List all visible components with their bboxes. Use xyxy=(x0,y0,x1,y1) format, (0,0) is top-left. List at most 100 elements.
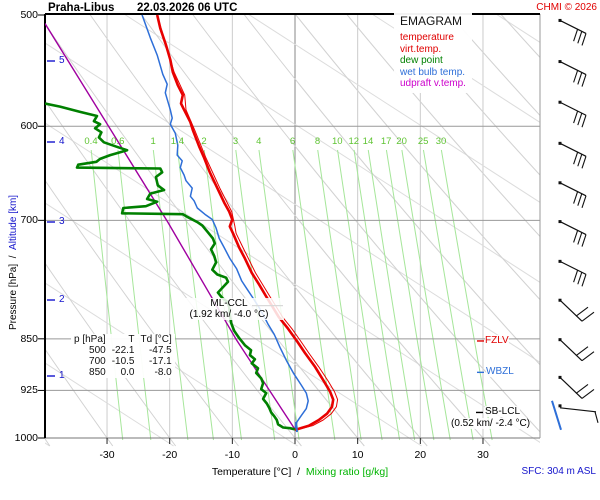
mixing-ratio-label: 6 xyxy=(289,136,296,147)
wind-barb-feathers xyxy=(558,100,587,128)
table-header: Td [°C] xyxy=(140,334,172,345)
barb-shaft xyxy=(559,142,587,157)
table-header: T xyxy=(128,334,135,345)
mixing-ratio-label: 8 xyxy=(314,136,321,147)
wind-barb-chevron xyxy=(558,298,595,322)
barb-feather xyxy=(573,70,579,83)
mixing-ratio-line xyxy=(235,149,276,441)
mixing-ratio-line xyxy=(401,149,451,441)
pressure-tick-label: 925 xyxy=(20,384,38,397)
barb-feather xyxy=(573,110,579,124)
barb-shaft xyxy=(559,182,587,197)
barb-shaft xyxy=(559,376,583,399)
temperature-tick-label: -10 xyxy=(224,449,240,461)
dry-adiabat-line xyxy=(45,262,177,447)
fzlv-label: FZLV xyxy=(485,335,509,346)
virt-temp-curve xyxy=(156,14,339,431)
temperature-tick-label: -30 xyxy=(99,449,115,461)
table-cell: 700 xyxy=(89,356,106,367)
mixing-ratio-line xyxy=(422,149,474,441)
barb-feather xyxy=(573,191,579,204)
mixing-ratio-label: 1.4 xyxy=(170,136,184,147)
mixing-ratio-line xyxy=(203,149,242,441)
barb-feather xyxy=(581,234,587,247)
mixing-ratio-line xyxy=(177,149,214,441)
barb-feather xyxy=(577,272,583,285)
surface-marker xyxy=(295,421,298,433)
barb-shaft xyxy=(559,299,583,322)
legend-title: EMAGRAM xyxy=(400,14,463,28)
barb-shaft xyxy=(559,221,587,236)
table-header: p [hPa] xyxy=(74,334,106,345)
pressure-tick-label: 600 xyxy=(20,120,38,133)
barb-feather xyxy=(577,154,583,167)
barb-feather xyxy=(575,306,589,317)
sblcl-value: (0.52 km/ -2.4 °C) xyxy=(451,418,531,429)
sblcl-label: SB-LCL xyxy=(485,406,521,417)
legend-item-dew-point: dew point xyxy=(400,55,443,66)
mixing-ratio-line xyxy=(367,149,416,441)
temperature-curve xyxy=(155,14,335,432)
mixing-ratio-label: 0.4 xyxy=(84,136,98,147)
barb-feather xyxy=(581,274,587,287)
mixing-ratio-line xyxy=(90,149,124,441)
barb-shaft xyxy=(559,339,583,362)
barb-shaft xyxy=(559,61,587,76)
adiabat-shallow-line xyxy=(123,14,540,283)
table-cell: 500 xyxy=(89,345,106,356)
mixing-ratio-line xyxy=(258,149,300,441)
dry-adiabat-line xyxy=(45,23,365,447)
altitude-tick-label: 5 xyxy=(59,55,65,66)
altitude-tick-label: 1 xyxy=(59,370,65,381)
temperature-tick-label: 10 xyxy=(351,449,364,461)
mixing-ratio-label: 4 xyxy=(256,136,262,147)
pressure-tick-label: 700 xyxy=(20,214,38,227)
x-axis-title-mixing: Mixing ratio [g/kg] xyxy=(305,466,389,478)
barb-feather xyxy=(581,115,587,128)
adiabat-shallow-line xyxy=(371,14,540,123)
barb-feather xyxy=(577,72,583,85)
altitude-tick-label: 3 xyxy=(59,216,65,227)
surface-elevation: SFC: 304 m ASL xyxy=(521,466,596,477)
station-name: Praha-Libus xyxy=(48,2,115,14)
dry-adiabat-line xyxy=(140,14,491,447)
dry-adiabat-line xyxy=(45,179,239,447)
barb-feather xyxy=(573,151,579,165)
mlccl-annotation: ML-CCL (1.92 km/ -4.0 °C) xyxy=(174,298,284,320)
barb-feather xyxy=(577,232,583,245)
barb-feather xyxy=(573,269,579,283)
temperature-tick-label: 30 xyxy=(477,449,489,461)
dew-point-curve xyxy=(45,102,296,431)
mixing-ratio-line xyxy=(152,149,189,441)
mixing-ratio-label: 12 xyxy=(348,136,360,147)
barb-feather xyxy=(581,311,595,322)
mixing-ratio-label: 3 xyxy=(232,136,239,147)
barb-blue-slash xyxy=(551,400,562,431)
copyright: CHMI © 2026 xyxy=(536,2,597,13)
barb-shaft xyxy=(559,407,597,413)
dry-adiabat-line xyxy=(243,14,540,366)
legend-item-temperature: temperature xyxy=(400,32,454,43)
wind-barb-feathers xyxy=(558,181,587,208)
wet-bulb-curve xyxy=(141,14,309,430)
mixing-ratio-label: 10 xyxy=(331,136,343,147)
barb-feather xyxy=(581,156,587,169)
dry-adiabat-line xyxy=(294,14,540,301)
table-row: 700 -10.5 -17.1 xyxy=(71,356,175,367)
temperature-tick-label: -20 xyxy=(162,449,178,461)
pressure-tick-label: 500 xyxy=(20,9,38,21)
barb-feather xyxy=(581,33,587,46)
barb-feather xyxy=(577,112,583,126)
barb-shaft xyxy=(559,101,587,116)
mixing-ratio-label: 20 xyxy=(396,136,407,147)
mlccl-value: (1.92 km/ -4.0 °C) xyxy=(189,309,269,320)
table-cell: 0.0 xyxy=(120,367,135,378)
mixing-ratio-label: 30 xyxy=(435,136,447,147)
table-cell: 850 xyxy=(89,367,106,378)
wind-barb-feathers xyxy=(558,259,587,287)
wind-barb-feathers xyxy=(558,60,587,87)
altitude-tick-label: 2 xyxy=(59,294,65,305)
barb-feather xyxy=(594,411,599,423)
dry-adiabat-line xyxy=(89,14,428,447)
